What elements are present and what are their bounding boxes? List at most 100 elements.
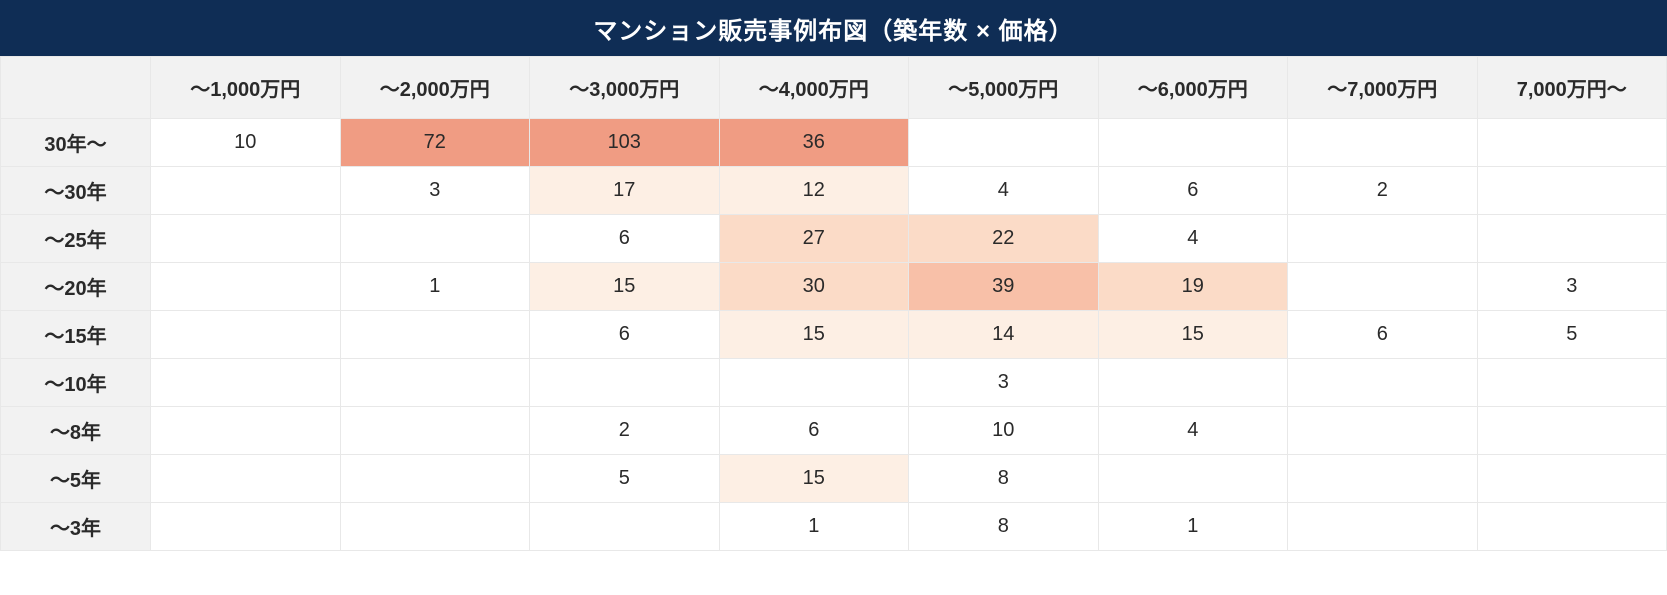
data-cell: 6 [530,215,720,263]
data-cell: 2 [530,407,720,455]
data-cell [1288,455,1478,503]
data-cell: 6 [719,407,909,455]
data-cell [151,455,341,503]
data-cell: 19 [1098,263,1288,311]
data-cell [340,311,530,359]
data-cell: 17 [530,167,720,215]
data-cell: 1 [719,503,909,551]
sales-distribution-table: ～1,000万円 ～2,000万円 ～3,000万円 ～4,000万円 ～5,0… [0,56,1667,551]
data-cell [340,455,530,503]
data-cell: 30 [719,263,909,311]
data-cell [1477,119,1667,167]
data-cell: 6 [1098,167,1288,215]
row-header: ～25年 [1,215,151,263]
data-cell: 22 [909,215,1099,263]
row-header: ～10年 [1,359,151,407]
table-row: ～25年 627224 [1,215,1667,263]
data-cell: 3 [1477,263,1667,311]
table-title: マンション販売事例布図（築年数 × 価格） [0,0,1667,56]
table-row: ～15年615141565 [1,311,1667,359]
data-cell [1477,215,1667,263]
data-cell [1288,215,1478,263]
data-cell [1288,359,1478,407]
table-row: ～20年1153039193 [1,263,1667,311]
row-header: ～20年 [1,263,151,311]
data-cell [151,359,341,407]
data-cell [1288,119,1478,167]
data-cell: 103 [530,119,720,167]
col-header: ～4,000万円 [719,57,909,119]
data-cell [151,167,341,215]
data-cell [151,263,341,311]
col-header: ～6,000万円 [1098,57,1288,119]
data-cell: 15 [719,311,909,359]
data-cell: 3 [909,359,1099,407]
data-cell [1098,119,1288,167]
data-cell: 10 [151,119,341,167]
data-cell: 14 [909,311,1099,359]
data-cell: 8 [909,455,1099,503]
data-cell: 6 [530,311,720,359]
data-cell: 1 [340,263,530,311]
data-cell: 4 [1098,407,1288,455]
data-cell [909,119,1099,167]
row-header: ～5年 [1,455,151,503]
data-cell [1288,503,1478,551]
column-header-row: ～1,000万円 ～2,000万円 ～3,000万円 ～4,000万円 ～5,0… [1,57,1667,119]
col-header: ～1,000万円 [151,57,341,119]
data-cell [340,407,530,455]
data-cell: 12 [719,167,909,215]
data-cell: 3 [340,167,530,215]
row-header: ～30年 [1,167,151,215]
row-header: ～8年 [1,407,151,455]
data-cell: 5 [1477,311,1667,359]
data-cell: 2 [1288,167,1478,215]
data-cell: 5 [530,455,720,503]
row-header: ～15年 [1,311,151,359]
table-row: ～3年181 [1,503,1667,551]
data-cell [1098,455,1288,503]
data-cell: 1 [1098,503,1288,551]
data-cell [340,215,530,263]
data-cell: 15 [719,455,909,503]
data-cell [151,503,341,551]
data-cell: 36 [719,119,909,167]
data-cell [1477,503,1667,551]
row-header: 30年～ [1,119,151,167]
data-cell [1477,455,1667,503]
data-cell [530,359,720,407]
data-cell: 6 [1288,311,1478,359]
data-cell [151,311,341,359]
data-cell [719,359,909,407]
table-body: 30年～107210336～30年31712462～25年627224～20年1… [1,119,1667,551]
data-cell [340,359,530,407]
data-cell: 15 [1098,311,1288,359]
data-cell: 4 [909,167,1099,215]
data-cell [151,407,341,455]
col-header: 7,000万円～ [1477,57,1667,119]
col-header: ～2,000万円 [340,57,530,119]
table-row: ～30年 31712462 [1,167,1667,215]
data-cell: 8 [909,503,1099,551]
table-row: ～10年 3 [1,359,1667,407]
data-cell [1477,359,1667,407]
data-cell: 15 [530,263,720,311]
data-cell [1288,263,1478,311]
data-cell: 27 [719,215,909,263]
data-cell: 72 [340,119,530,167]
corner-cell [1,57,151,119]
data-cell [1477,407,1667,455]
col-header: ～3,000万円 [530,57,720,119]
data-cell [1098,359,1288,407]
data-cell [151,215,341,263]
data-cell: 10 [909,407,1099,455]
table-row: ～5年 5158 [1,455,1667,503]
col-header: ～7,000万円 [1288,57,1478,119]
table-row: 30年～107210336 [1,119,1667,167]
heatmap-table-container: マンション販売事例布図（築年数 × 価格） ～1,000万円 ～2,000万円 … [0,0,1667,551]
data-cell [340,503,530,551]
data-cell [1477,167,1667,215]
data-cell [530,503,720,551]
data-cell: 4 [1098,215,1288,263]
data-cell [1288,407,1478,455]
